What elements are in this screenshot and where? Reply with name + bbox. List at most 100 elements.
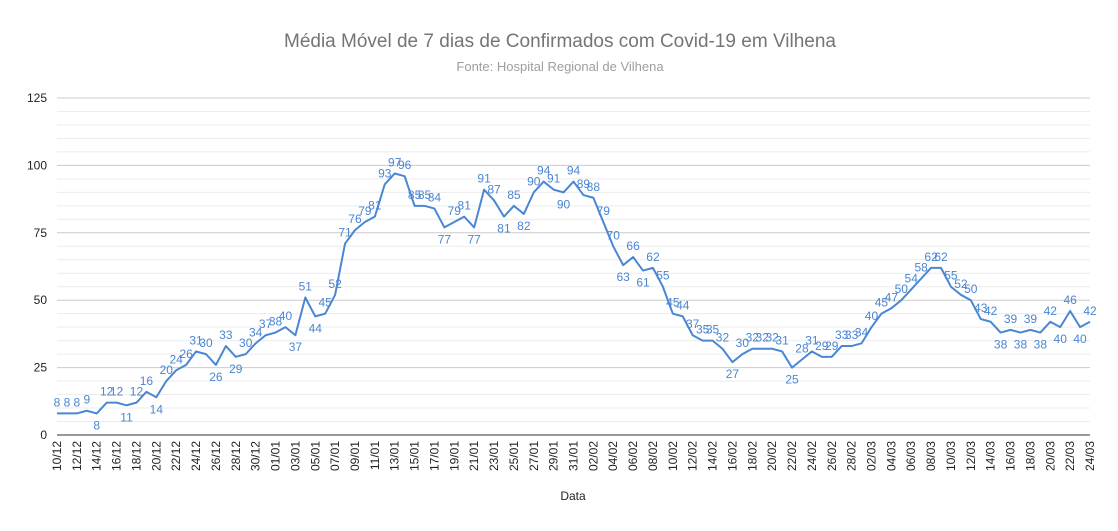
x-tick-label: 03/01 bbox=[288, 441, 302, 471]
data-label: 93 bbox=[378, 166, 392, 180]
x-tick-label: 22/12 bbox=[169, 441, 183, 471]
x-tick-label: 06/02 bbox=[626, 441, 640, 471]
data-label: 37 bbox=[259, 317, 273, 331]
x-tick-label: 10/12 bbox=[50, 441, 64, 471]
data-label: 45 bbox=[875, 296, 889, 310]
data-label: 44 bbox=[676, 298, 690, 312]
data-label: 52 bbox=[954, 277, 968, 291]
axes: 0 25 50 75 100 125 10/12 12/12 14/12 16/12 18/12 20… bbox=[27, 91, 1097, 471]
x-tick-label: 06/03 bbox=[904, 441, 918, 471]
data-label: 58 bbox=[914, 261, 928, 275]
x-tick-label: 29/01 bbox=[547, 441, 561, 471]
data-label: 31 bbox=[805, 333, 819, 347]
data-label: 8 bbox=[93, 418, 100, 432]
data-label: 46 bbox=[1063, 293, 1077, 307]
data-label: 35 bbox=[696, 323, 710, 337]
chart-title: Média Móvel de 7 dias de Confirmados com… bbox=[284, 31, 836, 52]
data-label: 97 bbox=[388, 155, 402, 169]
data-label: 26 bbox=[179, 347, 193, 361]
data-label: 14 bbox=[150, 402, 164, 416]
data-label: 62 bbox=[924, 250, 938, 264]
data-label: 50 bbox=[964, 282, 978, 296]
x-tick-label: 21/01 bbox=[467, 441, 481, 471]
x-tick-label: 25/01 bbox=[507, 441, 521, 471]
data-label: 8 bbox=[74, 395, 81, 409]
data-label: 25 bbox=[785, 373, 799, 387]
data-label: 87 bbox=[487, 182, 501, 196]
x-tick-label: 13/01 bbox=[388, 441, 402, 471]
x-tick-label: 17/01 bbox=[427, 441, 441, 471]
y-tick-label: 100 bbox=[27, 158, 47, 172]
data-label: 85 bbox=[418, 188, 432, 202]
data-label: 37 bbox=[289, 340, 303, 354]
data-label: 38 bbox=[269, 315, 283, 329]
x-tick-label: 07/01 bbox=[328, 441, 342, 471]
data-label: 81 bbox=[458, 199, 472, 213]
data-label: 94 bbox=[567, 164, 581, 178]
data-label: 32 bbox=[756, 331, 770, 345]
data-label: 38 bbox=[994, 338, 1008, 352]
x-tick-label: 01/01 bbox=[269, 441, 283, 471]
data-label: 12 bbox=[100, 385, 114, 399]
data-label: 61 bbox=[636, 276, 650, 290]
data-label: 77 bbox=[467, 232, 481, 246]
x-tick-label: 18/02 bbox=[745, 441, 759, 471]
data-label: 55 bbox=[944, 269, 958, 283]
y-tick-label: 50 bbox=[34, 293, 48, 307]
x-tick-label: 30/12 bbox=[249, 441, 263, 471]
x-tick-label: 15/01 bbox=[408, 441, 422, 471]
data-label: 76 bbox=[348, 212, 362, 226]
data-label: 90 bbox=[557, 197, 571, 211]
data-label: 96 bbox=[398, 158, 412, 172]
data-label: 71 bbox=[338, 226, 352, 240]
data-label: 11 bbox=[120, 410, 133, 424]
x-tick-label: 14/03 bbox=[984, 441, 998, 471]
data-label: 9 bbox=[83, 393, 90, 407]
data-label: 63 bbox=[616, 270, 630, 284]
y-tick-label: 125 bbox=[27, 91, 47, 105]
x-tick-label: 10/02 bbox=[666, 441, 680, 471]
data-label: 89 bbox=[577, 177, 591, 191]
data-label: 38 bbox=[1014, 338, 1028, 352]
x-tick-label: 14/12 bbox=[90, 441, 104, 471]
data-label: 62 bbox=[934, 250, 948, 264]
x-tick-label: 18/12 bbox=[129, 441, 143, 471]
data-label: 47 bbox=[885, 290, 899, 304]
data-label: 40 bbox=[1073, 332, 1087, 346]
x-tick-label: 18/03 bbox=[1023, 441, 1037, 471]
x-tick-label: 20/03 bbox=[1043, 441, 1057, 471]
data-label: 50 bbox=[895, 282, 909, 296]
data-label: 62 bbox=[646, 250, 660, 264]
x-tick-label: 31/01 bbox=[567, 441, 581, 471]
x-tick-label: 26/02 bbox=[825, 441, 839, 471]
x-axis-title: Data bbox=[560, 489, 586, 503]
y-tick-label: 0 bbox=[40, 428, 47, 442]
data-label: 33 bbox=[219, 328, 233, 342]
x-tick-label: 16/12 bbox=[110, 441, 124, 471]
data-label: 42 bbox=[1083, 304, 1097, 318]
data-label: 43 bbox=[974, 301, 988, 315]
data-label: 66 bbox=[626, 239, 640, 253]
data-label: 90 bbox=[527, 174, 541, 188]
data-label: 29 bbox=[825, 339, 839, 353]
gridlines bbox=[57, 97, 1090, 423]
data-label: 40 bbox=[279, 309, 293, 323]
x-tick-label: 24/03 bbox=[1083, 441, 1097, 471]
data-label: 70 bbox=[607, 228, 621, 242]
data-label: 94 bbox=[537, 164, 551, 178]
data-label: 12 bbox=[110, 385, 124, 399]
y-tick-label: 75 bbox=[34, 226, 48, 240]
data-label: 81 bbox=[497, 222, 511, 236]
data-label: 32 bbox=[765, 331, 779, 345]
data-label: 37 bbox=[686, 317, 700, 331]
data-labels: 8 8 8 9812121112161420242631302633293034373… bbox=[54, 155, 1097, 432]
x-tick-label: 04/03 bbox=[884, 441, 898, 471]
data-label: 85 bbox=[507, 188, 521, 202]
data-label: 81 bbox=[368, 199, 382, 213]
data-label: 28 bbox=[795, 342, 809, 356]
data-label: 16 bbox=[140, 374, 154, 388]
data-label: 31 bbox=[189, 333, 203, 347]
data-label: 29 bbox=[815, 339, 829, 353]
x-tick-label: 02/03 bbox=[864, 441, 878, 471]
